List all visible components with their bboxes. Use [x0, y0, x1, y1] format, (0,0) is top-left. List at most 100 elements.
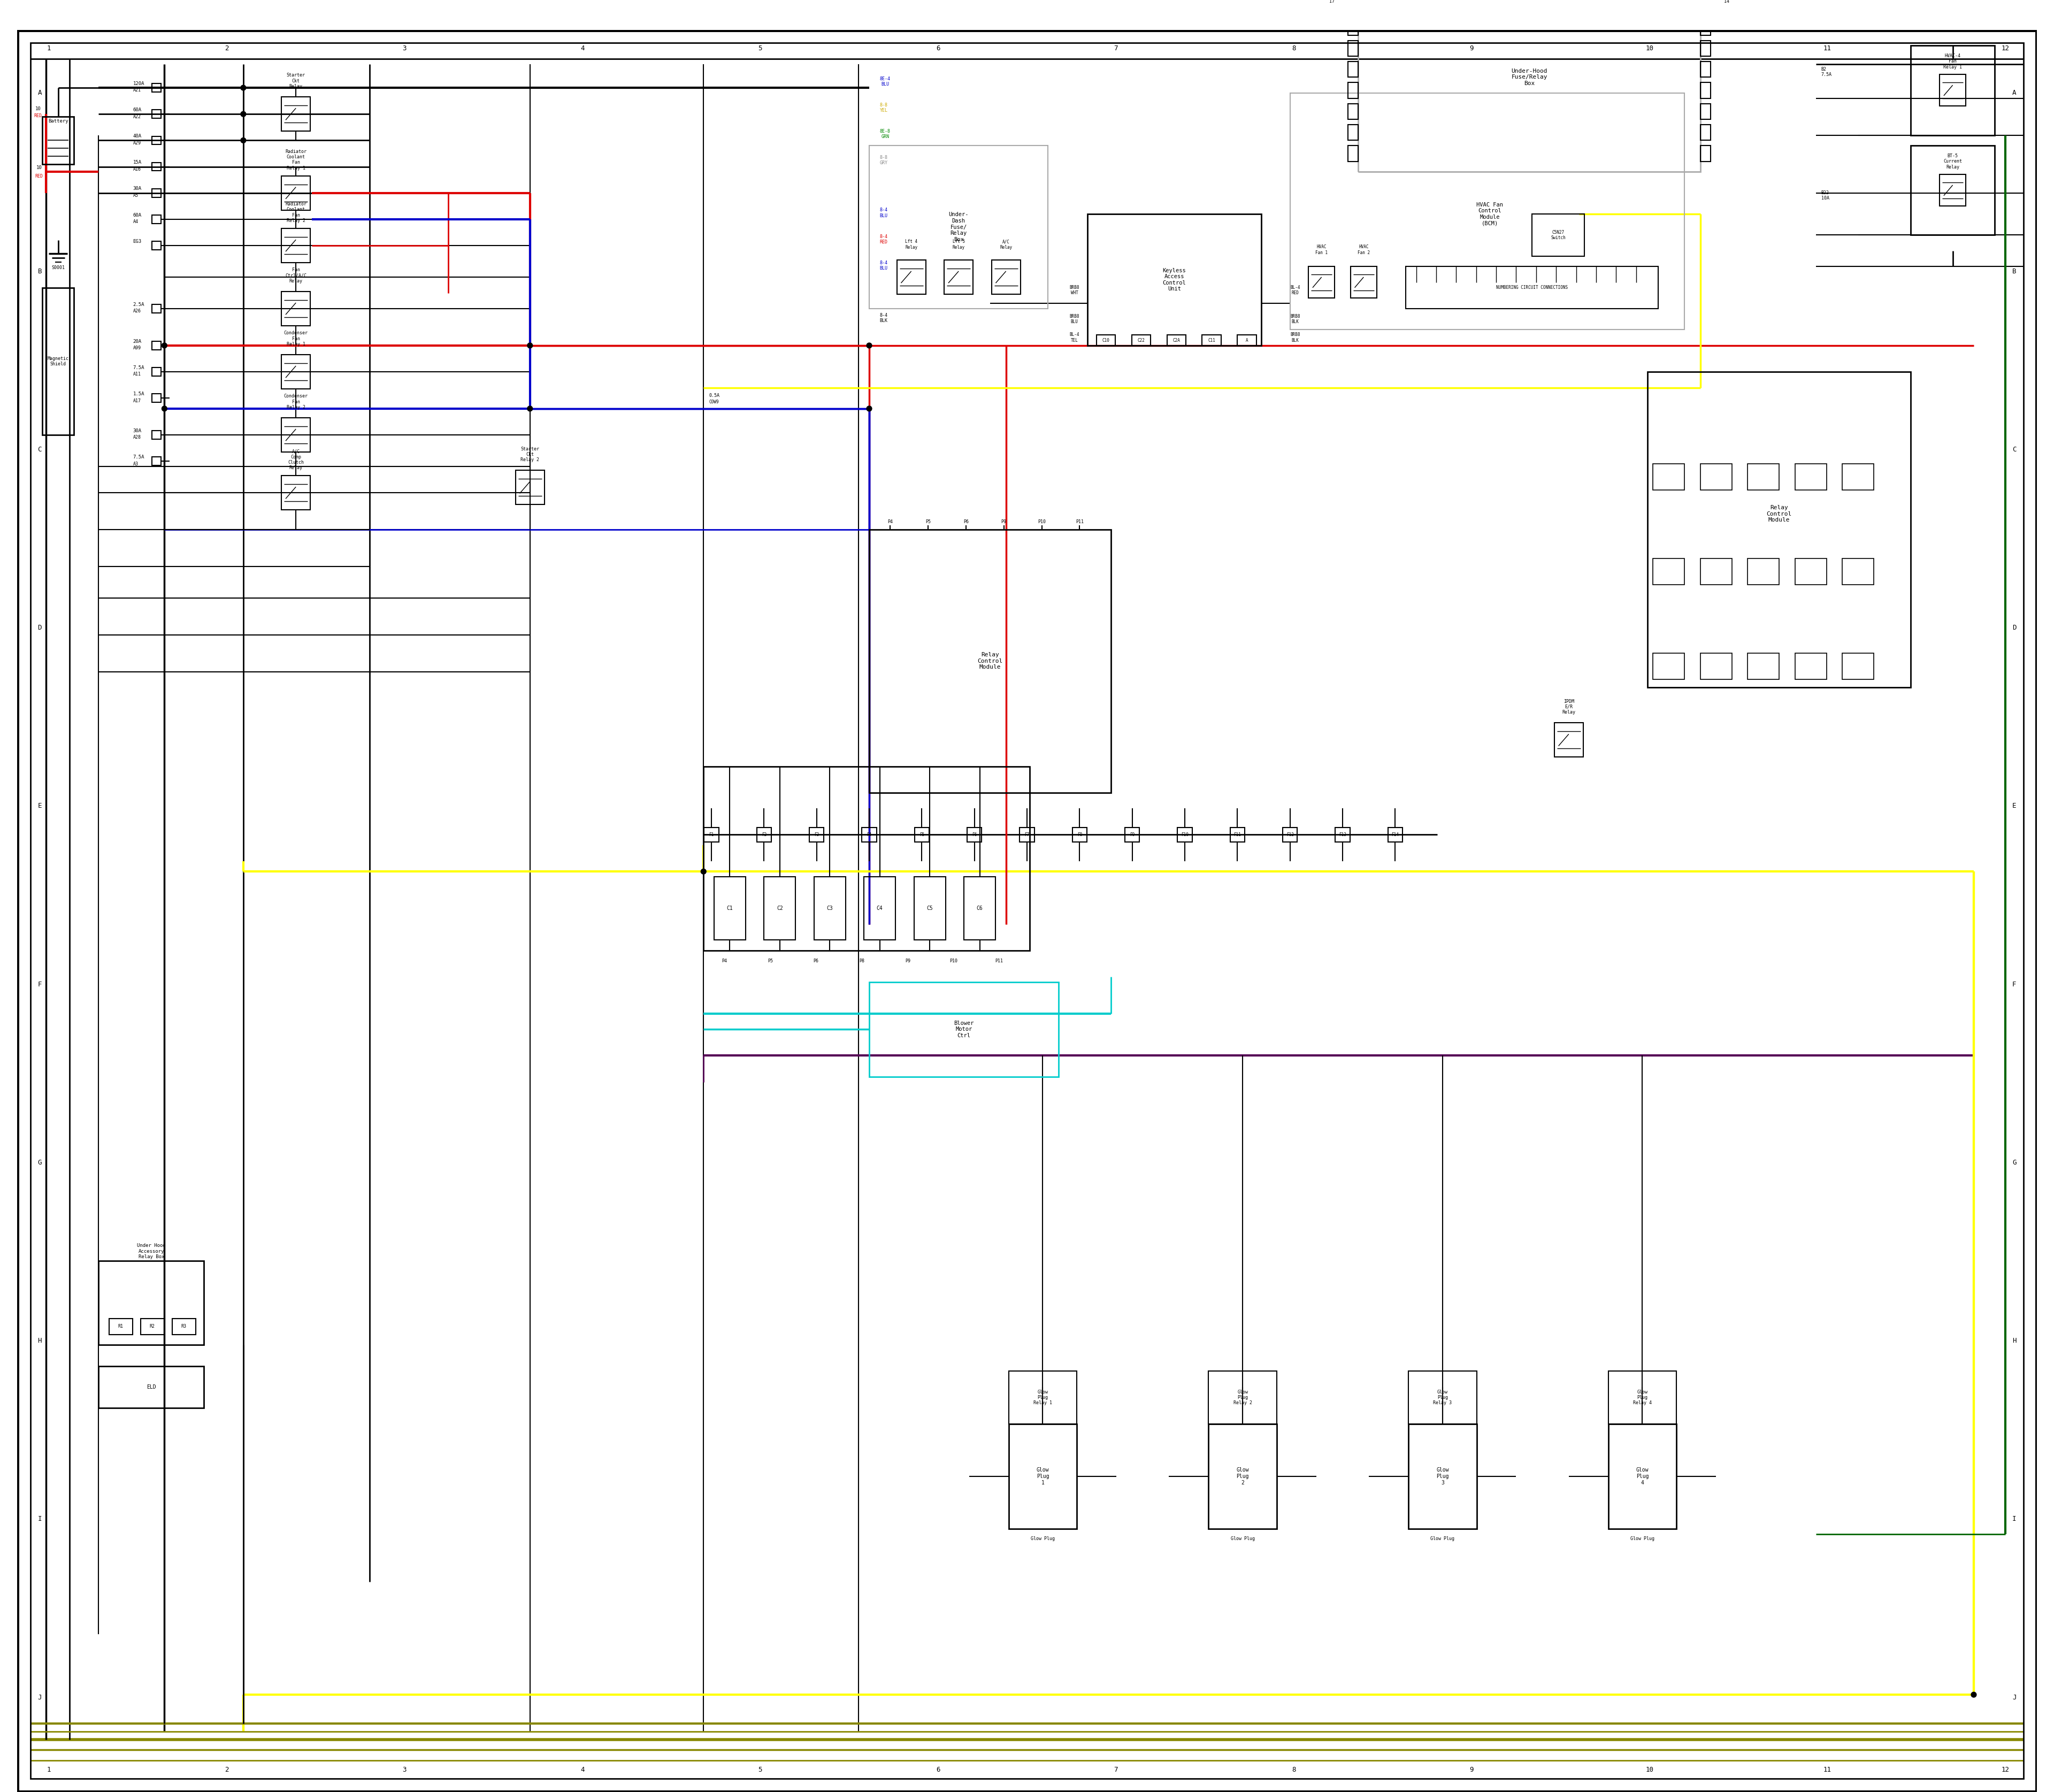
Bar	[1701, 0, 1711, 14]
Bar	[1939, 75, 1966, 106]
Bar	[809, 828, 824, 842]
Bar	[1647, 371, 1910, 688]
Bar	[1347, 82, 1358, 99]
Text: Relay
Control
Module: Relay Control Module	[978, 652, 1002, 670]
Text: Glow
Plug
2: Glow Plug 2	[1237, 1468, 1249, 1486]
Bar	[281, 355, 310, 389]
Text: Glow
Plug
Relay 4: Glow Plug Relay 4	[1633, 1389, 1651, 1405]
Text: 8-4
RED: 8-4 RED	[879, 235, 887, 244]
Text: P6: P6	[963, 520, 969, 523]
Circle shape	[162, 342, 166, 348]
Text: C4: C4	[877, 905, 883, 910]
Text: F12: F12	[1286, 831, 1294, 837]
Bar	[152, 136, 162, 145]
Bar	[1308, 267, 1335, 297]
Circle shape	[528, 407, 532, 410]
Bar	[705, 828, 719, 842]
Text: C0W9: C0W9	[709, 400, 719, 405]
Bar	[1910, 45, 1994, 134]
Bar	[1701, 145, 1711, 161]
Bar	[152, 109, 162, 118]
Bar	[1701, 61, 1711, 77]
Text: F5: F5	[920, 831, 924, 837]
Text: BRB8
BLK: BRB8 BLK	[1290, 333, 1300, 342]
Text: 8E-4
BLU: 8E-4 BLU	[879, 77, 891, 86]
Text: P9: P9	[1000, 520, 1006, 523]
Text: Glow Plug: Glow Plug	[1631, 1536, 1653, 1541]
Text: B: B	[37, 267, 41, 274]
Text: C1
14: C1 14	[1723, 0, 1729, 4]
Text: 1: 1	[47, 45, 51, 52]
Text: A11: A11	[134, 373, 142, 376]
Bar	[43, 289, 74, 435]
Text: G: G	[2013, 1159, 2017, 1167]
Bar	[152, 84, 162, 91]
Text: Radiator
Coolant
Fan
Relay 1: Radiator Coolant Fan Relay 1	[286, 149, 306, 170]
Text: C2A: C2A	[1173, 339, 1181, 342]
Bar	[1282, 828, 1298, 842]
Text: P4: P4	[887, 520, 893, 523]
Text: 2: 2	[224, 1767, 228, 1774]
Text: P4: P4	[721, 959, 727, 964]
Text: Condenser
Fan
Relay 2: Condenser Fan Relay 2	[283, 394, 308, 410]
Text: A17: A17	[134, 398, 142, 403]
Text: 20A: 20A	[134, 339, 142, 344]
Bar	[1132, 335, 1150, 346]
Text: G: G	[37, 1159, 41, 1167]
Text: 7.5A: 7.5A	[134, 455, 144, 459]
Text: P11: P11	[994, 959, 1002, 964]
Bar	[152, 457, 162, 466]
Circle shape	[1972, 1692, 1976, 1697]
Bar	[869, 530, 1111, 792]
Bar	[1237, 335, 1257, 346]
Text: P5: P5	[926, 520, 930, 523]
Bar	[152, 242, 162, 249]
Text: A21: A21	[134, 88, 142, 93]
Text: 120A: 120A	[134, 81, 144, 86]
Bar	[863, 828, 877, 842]
Text: Radiator
Coolant
Fan
Relay 2: Radiator Coolant Fan Relay 2	[286, 202, 306, 224]
Bar	[1202, 335, 1220, 346]
Text: F14: F14	[1391, 831, 1399, 837]
Text: Glow
Plug
1: Glow Plug 1	[1037, 1468, 1050, 1486]
Bar	[1087, 213, 1261, 346]
Text: 10: 10	[35, 106, 41, 111]
Bar	[764, 876, 795, 939]
Bar	[967, 828, 982, 842]
Bar	[869, 145, 1048, 308]
Text: 1.5A: 1.5A	[134, 391, 144, 396]
Bar	[1701, 41, 1711, 56]
Text: 0.5A: 0.5A	[709, 392, 719, 398]
Bar	[1347, 145, 1358, 161]
Text: 4: 4	[581, 1767, 583, 1774]
Bar	[1795, 654, 1826, 679]
Text: Glow
Plug
4: Glow Plug 4	[1637, 1468, 1649, 1486]
Text: S0001: S0001	[51, 265, 66, 271]
Text: 10: 10	[1645, 1767, 1653, 1774]
Text: IPDM
E/R
Relay: IPDM E/R Relay	[1561, 699, 1575, 715]
Bar	[1701, 464, 1732, 491]
Bar	[1009, 1371, 1076, 1425]
Text: 6: 6	[937, 1767, 941, 1774]
Bar	[99, 1262, 203, 1346]
Bar	[152, 163, 162, 170]
Bar	[945, 260, 974, 294]
Bar	[1748, 464, 1779, 491]
Text: EG3: EG3	[134, 238, 142, 244]
Text: 60A: 60A	[134, 213, 142, 217]
Text: C: C	[37, 446, 41, 453]
Bar	[1532, 213, 1584, 256]
Text: F2: F2	[762, 831, 766, 837]
Text: 8-8
YEL: 8-8 YEL	[879, 102, 887, 113]
Text: B22: B22	[1822, 190, 1830, 195]
Text: RED: RED	[35, 174, 43, 179]
Text: R2: R2	[150, 1324, 154, 1330]
Text: 8: 8	[1292, 1767, 1296, 1774]
Text: C6: C6	[976, 905, 982, 910]
Bar	[1290, 93, 1684, 330]
Circle shape	[700, 869, 707, 874]
Text: F6: F6	[972, 831, 978, 837]
Bar	[1358, 0, 1701, 172]
Text: 10: 10	[1645, 45, 1653, 52]
Bar	[1748, 654, 1779, 679]
